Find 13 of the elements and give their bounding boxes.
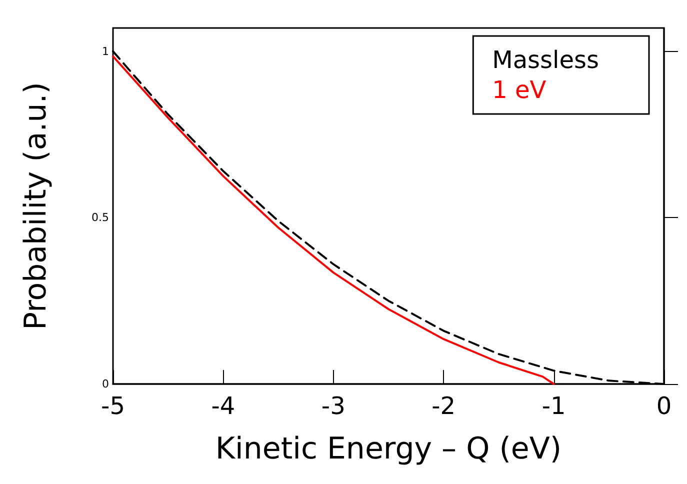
y-axis-title: Probability (a.u.): [18, 82, 54, 330]
y-tick-label: 0: [102, 378, 109, 390]
x-tick-label: -1: [542, 392, 566, 420]
y-tick-label: 0.5: [92, 211, 109, 224]
x-tick-label: -5: [101, 392, 125, 420]
x-tick-label: -3: [321, 392, 346, 420]
x-tick-label: -4: [211, 392, 236, 420]
x-tick-label: -2: [432, 392, 456, 420]
x-tick-label: 0: [656, 392, 672, 420]
text: Massless: [492, 46, 600, 74]
text: 1 eV: [492, 76, 547, 104]
x-axis-title: Kinetic Energy – Q (eV): [215, 432, 562, 466]
y-tick-label: 1: [102, 44, 109, 58]
